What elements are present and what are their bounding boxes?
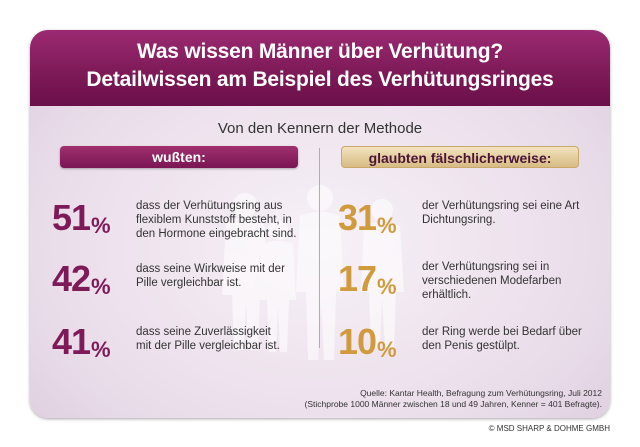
stat-item: 31% der Verhütungsring sei eine Art Dich… bbox=[338, 197, 587, 239]
stat-number: 31 bbox=[338, 197, 377, 238]
stat-value: 10% bbox=[338, 321, 422, 363]
percent-sign: % bbox=[91, 337, 111, 362]
percent-sign: % bbox=[377, 274, 397, 299]
stat-item: 10% der Ring werde bei Bedarf über den P… bbox=[338, 321, 597, 363]
percent-sign: % bbox=[377, 213, 397, 238]
stat-number: 42 bbox=[52, 258, 91, 299]
percent-sign: % bbox=[91, 213, 111, 238]
stat-number: 17 bbox=[338, 258, 377, 299]
source-line-2: (Stichprobe 1000 Männer zwischen 18 und … bbox=[304, 399, 602, 409]
stat-value: 17% bbox=[338, 258, 422, 300]
men-silhouettes-illustration bbox=[222, 185, 404, 360]
title-line-1: Was wissen Männer über Verhütung? bbox=[136, 40, 504, 63]
column-divider bbox=[319, 148, 320, 348]
infographic-card: Was wissen Männer über Verhütung? Detail… bbox=[30, 30, 610, 418]
stat-description: der Verhütungsring sei in verschiedenen … bbox=[422, 261, 562, 301]
stat-item: 17% der Verhütungsring sei in verschiede… bbox=[338, 261, 587, 302]
percent-sign: % bbox=[377, 337, 397, 362]
percent-sign: % bbox=[91, 274, 111, 299]
stat-description: der Verhütungsring sei eine Art Dichtung… bbox=[422, 200, 580, 226]
title-banner: Was wissen Männer über Verhütung? Detail… bbox=[30, 30, 610, 106]
stat-item: 41% dass seine Zuverlässigkeit mit der P… bbox=[52, 321, 286, 363]
stat-item: 42% dass seine Wirkweise mit der Pille v… bbox=[52, 258, 286, 300]
stat-value: 31% bbox=[338, 197, 422, 239]
source-line-1: Quelle: Kantar Health, Befragung zum Ver… bbox=[360, 388, 602, 398]
title-line-2: Detailwissen am Beispiel des Verhütungsr… bbox=[86, 68, 554, 91]
stat-number: 10 bbox=[338, 321, 377, 362]
stat-value: 51% bbox=[52, 197, 136, 239]
group-label-wrongly-believed: glaubten fälschlicherweise: bbox=[341, 146, 579, 168]
source-note: Quelle: Kantar Health, Befragung zum Ver… bbox=[230, 388, 602, 410]
subtitle: Von den Kennern der Methode bbox=[217, 120, 423, 137]
stat-number: 41 bbox=[52, 321, 91, 362]
stat-description: der Ring werde bei Bedarf über den Penis… bbox=[422, 326, 582, 352]
group-label-knew: wußten: bbox=[60, 146, 298, 168]
stat-description: dass seine Wirkweise mit der Pille vergl… bbox=[136, 263, 285, 289]
stat-value: 42% bbox=[52, 258, 136, 300]
stat-description: dass seine Zuverlässigkeit mit der Pille… bbox=[136, 326, 280, 352]
stat-description: dass der Verhütungsring aus flexiblem Ku… bbox=[136, 200, 297, 240]
stat-number: 51 bbox=[52, 197, 91, 238]
copyright-notice: © MSD SHARP & DOHME GMBH bbox=[488, 424, 610, 433]
stat-value: 41% bbox=[52, 321, 136, 363]
stat-item: 51% dass der Verhütungsring aus flexible… bbox=[52, 200, 306, 241]
